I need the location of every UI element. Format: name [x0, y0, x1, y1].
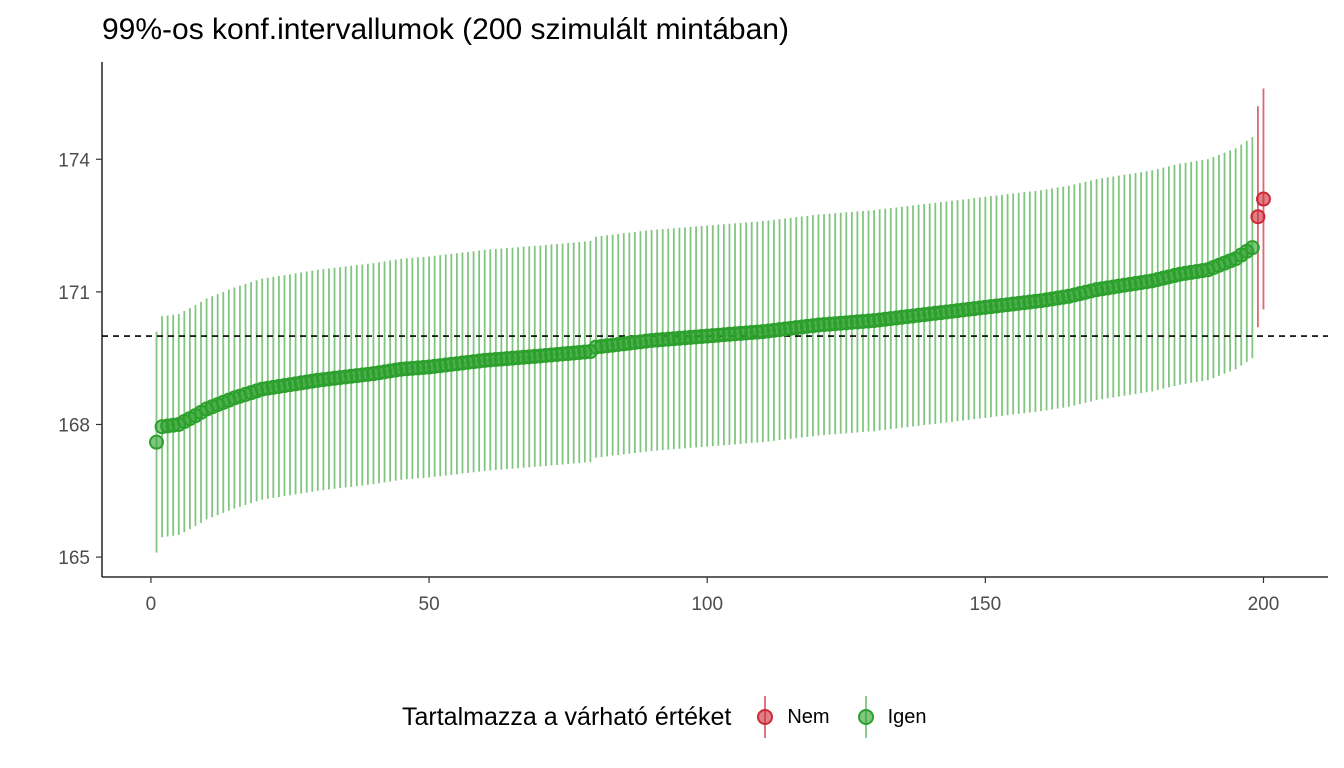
point-igen-1 — [149, 434, 165, 450]
point-igen-198 — [1244, 240, 1260, 256]
x-axis-ticks: 0 50 100 150 200 — [146, 577, 1280, 615]
x-tick-label-50: 50 — [419, 594, 440, 615]
y-tick-label-171: 171 — [58, 283, 90, 304]
legend-label-igen: Igen — [887, 705, 927, 728]
legend-item-igen: Igen — [848, 694, 927, 740]
y-tick-label-174: 174 — [58, 150, 90, 171]
x-tick-label-150: 150 — [969, 594, 1001, 615]
x-tick-label-0: 0 — [146, 594, 157, 615]
legend-key-igen — [857, 696, 874, 738]
x-tick-label-100: 100 — [691, 594, 723, 615]
legend: Tartalmazza a várható értéket Nem Igen — [402, 694, 945, 740]
legend-label-nem: Nem — [787, 705, 830, 728]
y-tick-label-165: 165 — [58, 548, 90, 569]
chart-title: 99%-os konf.intervallumok (200 szimulált… — [102, 13, 789, 46]
confidence-intervals — [155, 88, 1265, 553]
y-tick-label-168: 168 — [58, 415, 90, 436]
point-estimates — [149, 191, 1271, 450]
y-axis-ticks: 165 168 171 174 — [58, 150, 102, 569]
point-nem-200 — [1255, 191, 1271, 207]
x-tick-label-200: 200 — [1248, 594, 1280, 615]
point-nem-199 — [1250, 209, 1266, 225]
legend-title: Tartalmazza a várható értéket — [402, 702, 732, 731]
legend-key-nem — [757, 696, 774, 738]
legend-item-nem: Nem — [747, 694, 830, 740]
